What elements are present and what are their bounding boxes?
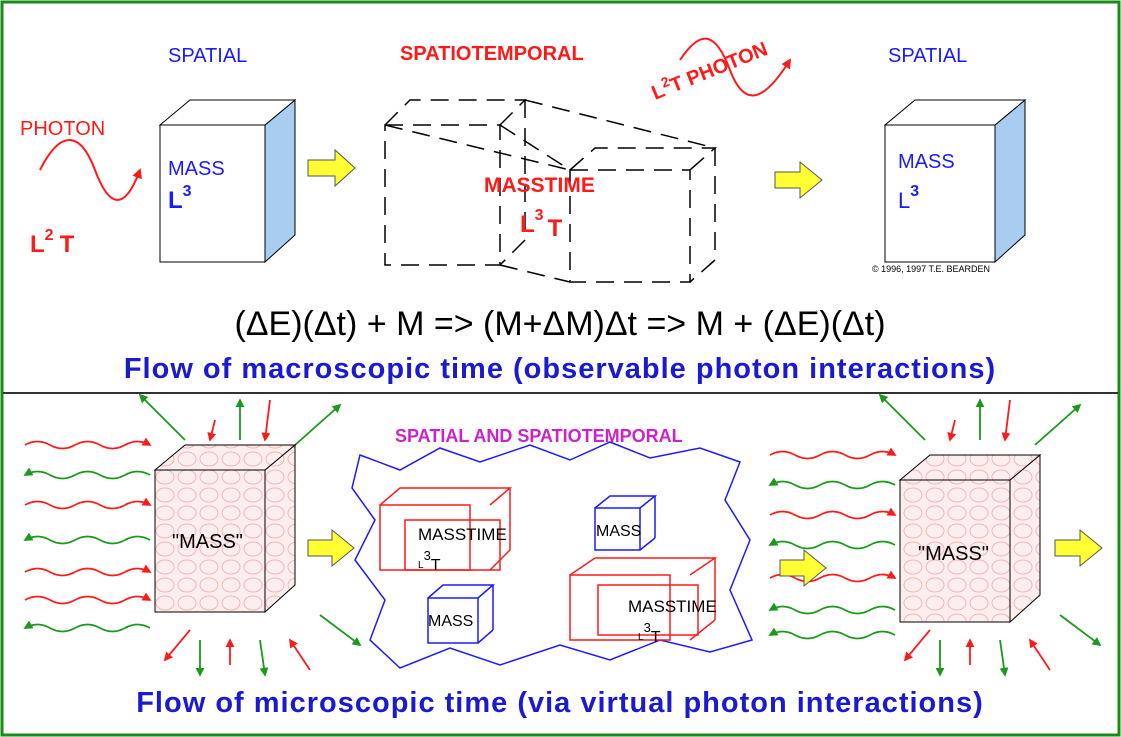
- label: "MASS": [172, 531, 243, 553]
- incoming-arrow: [289, 638, 311, 671]
- outgoing-arrow: [768, 477, 896, 490]
- incoming-arrow: [24, 497, 152, 510]
- small-cube: [379, 487, 718, 641]
- cube-side: [1009, 453, 1041, 624]
- cube-side: [264, 98, 296, 264]
- outgoing-arrow: [1034, 403, 1082, 446]
- label: MASSTIME: [484, 174, 595, 197]
- incoming-arrow: [24, 592, 152, 605]
- label: L3T: [638, 620, 661, 646]
- arrow: [307, 528, 355, 568]
- outgoing-arrow: [768, 627, 896, 640]
- outgoing-arrow: [259, 639, 269, 677]
- incoming-arrow: [24, 564, 152, 577]
- label: SPATIOTEMPORAL: [400, 43, 584, 65]
- label: MASSTIME: [628, 597, 717, 616]
- label: MASS: [168, 158, 225, 180]
- incoming-arrow: [24, 437, 152, 450]
- outgoing-arrow: [768, 602, 896, 615]
- label: MASS: [898, 151, 955, 173]
- outgoing-arrow: [23, 467, 151, 480]
- label: L3: [898, 183, 919, 213]
- cube-front: [884, 124, 996, 263]
- incoming-arrow: [163, 629, 191, 662]
- dashed-cube: [384, 99, 717, 283]
- cube-front: [154, 469, 266, 613]
- label: SPATIAL: [168, 45, 247, 67]
- outgoing-arrow: [768, 537, 896, 550]
- wave-arrow: [679, 37, 792, 97]
- equation: (ΔE)(Δt) + M => (M+ΔM)Δt => M + (ΔE)(Δt): [234, 305, 885, 343]
- incoming-arrow: [903, 629, 931, 662]
- label: L3T: [418, 548, 441, 574]
- heading: SPATIAL AND SPATIOTEMPORAL: [395, 426, 683, 446]
- outgoing-arrow: [999, 639, 1009, 677]
- outgoing-arrow: [138, 393, 186, 441]
- incoming-arrow: [1001, 399, 1011, 442]
- label: PHOTON: [20, 118, 105, 140]
- small-cube: [427, 495, 658, 644]
- incoming-arrow: [769, 447, 897, 460]
- label: MASS: [428, 613, 473, 630]
- region: [351, 441, 754, 669]
- incoming-arrow: [261, 399, 271, 442]
- cube-front: [159, 124, 266, 263]
- label: L3: [168, 183, 192, 214]
- incoming-arrow: [1029, 638, 1051, 671]
- arrow: [1054, 528, 1103, 568]
- label: MASS: [596, 523, 641, 540]
- outgoing-arrow: [23, 620, 151, 633]
- incoming-arrow: [947, 419, 957, 442]
- label: SPATIAL: [888, 45, 967, 67]
- copyright: © 1996, 1997 T.E. BEARDEN: [872, 264, 990, 274]
- outgoing-arrow: [294, 403, 342, 446]
- outgoing-arrow: [1059, 614, 1102, 647]
- caption: Flow of macroscopic time (observable pho…: [124, 353, 996, 385]
- radiation: [23, 393, 1102, 677]
- label: MASSTIME: [418, 525, 507, 544]
- incoming-arrow: [769, 507, 897, 520]
- outgoing-arrow: [319, 614, 362, 647]
- outgoing-arrow: [878, 393, 926, 441]
- caption: Flow of microscopic time (via virtual ph…: [136, 687, 984, 719]
- cube-front: [899, 479, 1011, 623]
- incoming-arrow: [207, 419, 217, 442]
- cube-side: [994, 98, 1026, 264]
- arrow: [774, 160, 823, 200]
- wave-arrow: [39, 139, 142, 201]
- label: L2 T: [30, 227, 75, 258]
- incoming-arrow: [769, 570, 897, 583]
- outgoing-arrow: [23, 532, 151, 545]
- arrow: [779, 548, 827, 588]
- cube-side: [264, 443, 296, 614]
- arrow: [307, 148, 356, 188]
- label: "MASS": [918, 543, 989, 565]
